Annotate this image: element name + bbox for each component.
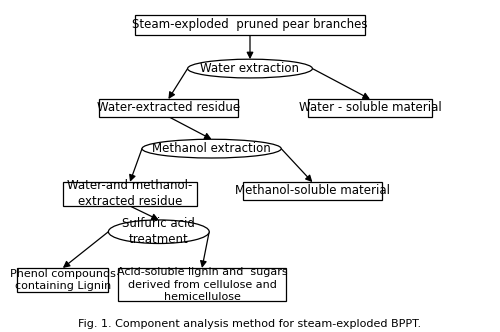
Text: Water extraction: Water extraction bbox=[200, 62, 300, 75]
Text: Sulfuric acid
treatment: Sulfuric acid treatment bbox=[122, 217, 195, 246]
Text: Methanol-soluble material: Methanol-soluble material bbox=[235, 185, 390, 198]
Text: Steam-exploded  pruned pear branches: Steam-exploded pruned pear branches bbox=[132, 18, 368, 31]
FancyBboxPatch shape bbox=[308, 99, 432, 117]
Text: Acid-soluble lignin and  sugars
derived from cellulose and
hemicellulose: Acid-soluble lignin and sugars derived f… bbox=[116, 267, 288, 302]
Text: Water-and methanol-
extracted residue: Water-and methanol- extracted residue bbox=[68, 180, 192, 208]
FancyBboxPatch shape bbox=[17, 268, 108, 292]
FancyBboxPatch shape bbox=[99, 99, 238, 117]
Ellipse shape bbox=[108, 220, 209, 243]
FancyBboxPatch shape bbox=[63, 182, 197, 206]
FancyBboxPatch shape bbox=[135, 15, 365, 35]
Text: Water-extracted residue: Water-extracted residue bbox=[97, 101, 240, 114]
Ellipse shape bbox=[142, 139, 281, 158]
FancyBboxPatch shape bbox=[243, 182, 382, 200]
Text: Water - soluble material: Water - soluble material bbox=[298, 101, 442, 114]
FancyBboxPatch shape bbox=[118, 268, 286, 301]
Text: Fig. 1. Component analysis method for steam-exploded BPPT.: Fig. 1. Component analysis method for st… bbox=[78, 319, 422, 329]
Ellipse shape bbox=[188, 59, 312, 78]
Text: Methanol extraction: Methanol extraction bbox=[152, 142, 271, 155]
Text: Phenol compounds
containing Lignin: Phenol compounds containing Lignin bbox=[10, 269, 116, 291]
